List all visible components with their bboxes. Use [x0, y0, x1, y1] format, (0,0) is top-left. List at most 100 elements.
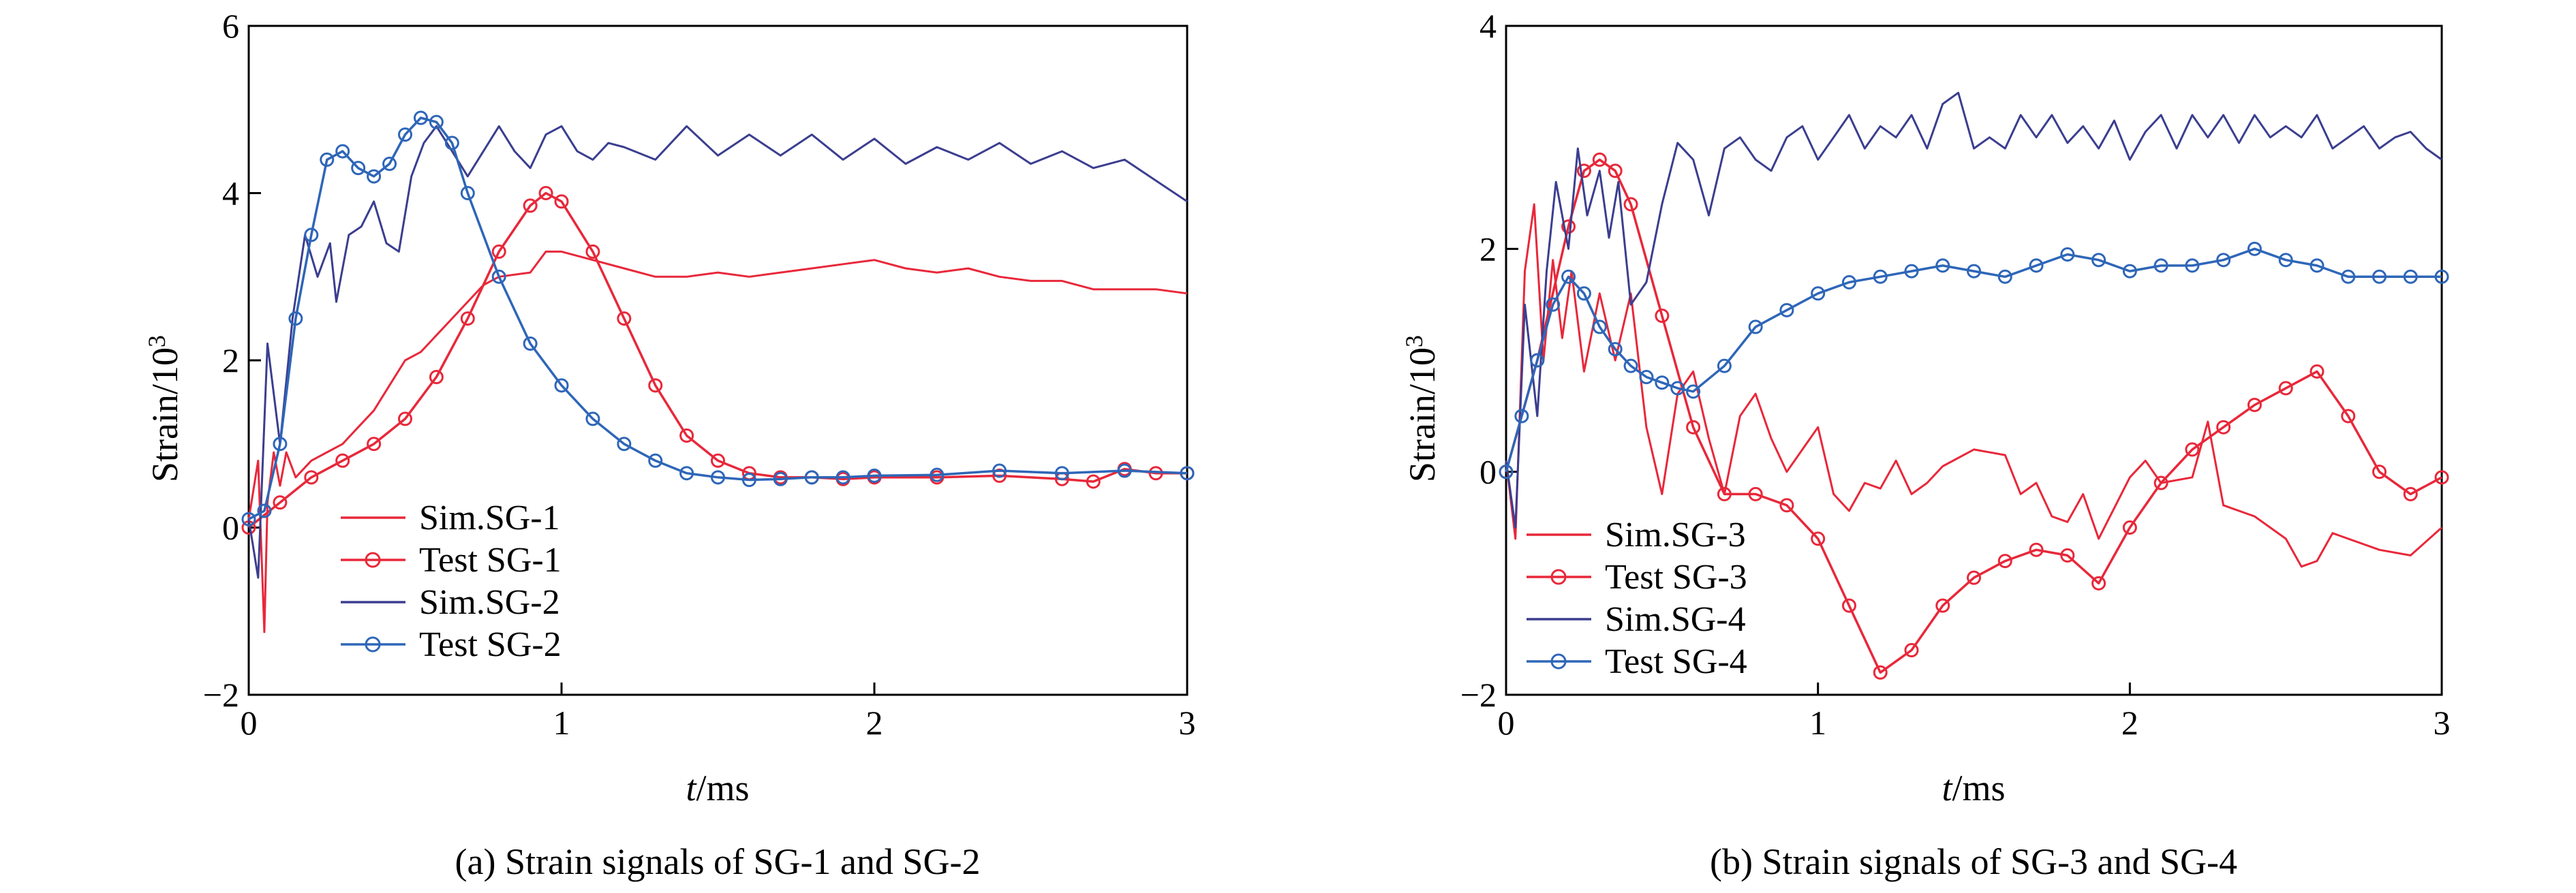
- data-point: [2091, 576, 2106, 591]
- data-point: [554, 378, 569, 393]
- caption-b: (b) Strain signals of SG-3 and SG-4: [1710, 841, 2237, 882]
- data-point: [2247, 241, 2262, 256]
- data-point: [460, 186, 475, 200]
- data-point: [1904, 643, 1919, 658]
- x-tick-label: 0: [1498, 704, 1515, 742]
- data-point: [2310, 258, 2325, 273]
- data-point: [2247, 397, 2262, 412]
- data-point: [413, 110, 428, 125]
- data-point: [335, 453, 350, 468]
- series-group-a: [241, 110, 1195, 633]
- data-point: [523, 198, 538, 213]
- data-point: [585, 244, 600, 259]
- data-point: [1561, 219, 1576, 234]
- data-point: [1811, 286, 1826, 301]
- data-point: [1873, 665, 1888, 680]
- data-point: [1576, 163, 1591, 178]
- data-point: [288, 311, 303, 326]
- x-tick-label: 3: [2434, 704, 2451, 742]
- data-point: [1054, 466, 1069, 481]
- data-point: [1608, 342, 1623, 357]
- x-tick-label: 1: [553, 704, 570, 742]
- data-point: [460, 311, 475, 326]
- data-point: [304, 228, 319, 242]
- y-axis-label-b: Strain/103: [1400, 335, 1443, 482]
- data-point: [741, 473, 756, 488]
- x-tick-label: 2: [866, 704, 883, 742]
- data-point: [1514, 409, 1529, 424]
- data-point: [1639, 370, 1654, 385]
- data-point: [617, 311, 632, 326]
- data-point: [2122, 520, 2137, 535]
- data-point: [773, 471, 788, 486]
- data-point: [523, 336, 538, 351]
- data-point: [335, 144, 350, 159]
- data-point: [1655, 375, 1670, 390]
- legend-entry: Test SG-1: [419, 541, 562, 580]
- data-point: [2278, 381, 2293, 396]
- data-point: [273, 437, 288, 452]
- x-tick-label: 1: [1809, 704, 1826, 742]
- legend-entry: Test SG-4: [1605, 642, 1747, 681]
- data-point: [2372, 269, 2387, 284]
- data-point: [585, 411, 600, 426]
- data-point: [1841, 275, 1856, 289]
- data-point: [835, 470, 850, 485]
- data-point: [2122, 264, 2137, 279]
- data-point: [648, 378, 663, 393]
- data-point: [1655, 309, 1670, 324]
- data-point: [1717, 358, 1732, 373]
- data-point: [617, 437, 632, 452]
- legend-entry: Test SG-2: [419, 625, 562, 664]
- data-point: [930, 467, 945, 482]
- data-point: [554, 194, 569, 209]
- legend-marker: [1550, 569, 1567, 585]
- data-point: [711, 470, 725, 485]
- data-point: [1086, 474, 1101, 489]
- data-point: [382, 157, 397, 172]
- data-point: [1117, 463, 1132, 478]
- data-point: [2434, 269, 2449, 284]
- y-tick-label: 4: [222, 174, 239, 213]
- data-point: [1779, 302, 1794, 317]
- data-point: [2185, 258, 2200, 273]
- legend-entry: Test SG-3: [1605, 558, 1747, 597]
- y-tick-label: −2: [203, 676, 239, 714]
- data-point: [1686, 384, 1701, 399]
- data-point: [429, 114, 444, 129]
- data-point: [2341, 269, 2356, 284]
- data-point: [1748, 486, 1763, 501]
- data-point: [2434, 470, 2449, 485]
- data-point: [1670, 381, 1685, 396]
- data-point: [1499, 465, 1514, 480]
- data-point: [398, 411, 412, 426]
- data-point: [2185, 442, 2200, 457]
- y-tick-label: 4: [1479, 7, 1497, 45]
- data-point: [2060, 247, 2075, 262]
- series-line-4: [1505, 247, 2442, 473]
- data-point: [1997, 554, 2012, 569]
- data-point: [1546, 297, 1561, 312]
- data-point: [257, 503, 272, 518]
- plot-area-a: [247, 25, 1189, 696]
- data-point: [1935, 598, 1950, 613]
- data-point: [1686, 420, 1701, 435]
- data-point: [2341, 409, 2356, 424]
- x-axis-label-a: t/ms: [686, 768, 749, 809]
- data-point: [867, 468, 882, 483]
- y-tick-label: 2: [1479, 230, 1497, 268]
- data-point: [2029, 542, 2044, 557]
- data-point: [992, 463, 1007, 478]
- data-point: [1623, 197, 1638, 212]
- data-point: [429, 370, 444, 385]
- data-point: [320, 152, 335, 167]
- data-point: [679, 428, 694, 443]
- legend-entry: Sim.SG-4: [1605, 600, 1746, 639]
- y-axis-label-a: Strain/103: [143, 335, 185, 482]
- data-point: [1576, 286, 1591, 301]
- data-point: [2278, 253, 2293, 268]
- x-axis-label-b: t/ms: [1942, 768, 2005, 809]
